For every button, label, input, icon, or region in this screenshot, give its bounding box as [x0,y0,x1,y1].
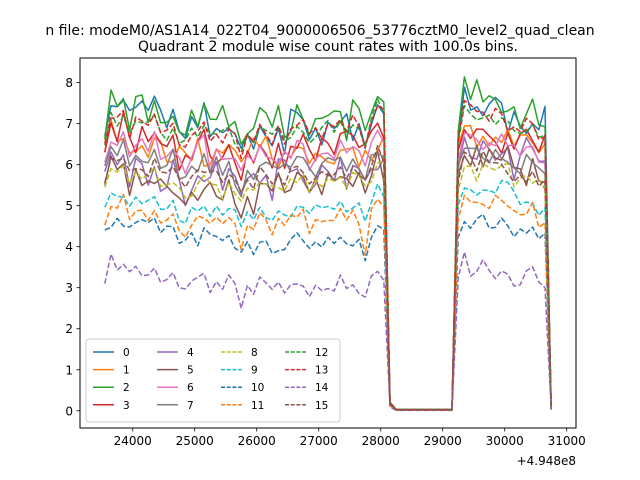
x-tick-label: 31000 [548,434,586,448]
y-tick-label: 5 [65,199,73,213]
x-tick-label: 29000 [424,434,462,448]
x-tick-label: 25000 [176,434,214,448]
series-line-11 [104,193,552,411]
legend-label-12: 12 [315,347,328,359]
series-line-14 [104,251,552,412]
series-line-10 [104,213,552,411]
y-tick-label: 2 [65,322,73,336]
y-tick-label: 4 [65,240,73,254]
legend-label-11: 11 [251,400,264,412]
legend-label-3: 3 [123,400,130,412]
legend-label-15: 15 [315,400,328,412]
series-line-6 [104,129,552,411]
legend-label-14: 14 [315,382,329,394]
chart-title: Quadrant 2 module wise count rates with … [138,39,518,55]
legend-label-2: 2 [123,382,130,394]
series-line-2 [104,76,552,411]
legend-label-0: 0 [123,347,130,359]
legend-label-1: 1 [123,365,130,377]
series-line-13 [104,99,552,411]
x-tick-label: 28000 [362,434,400,448]
legend-box [85,338,341,423]
legend-label-9: 9 [251,365,258,377]
legend-label-8: 8 [251,347,258,359]
series-line-9 [104,179,552,411]
x-tick-label: 27000 [300,434,338,448]
y-tick-label: 8 [65,76,73,90]
series-line-15 [104,145,552,411]
x-offset-text: +4.948e8 [517,454,576,468]
y-tick-label: 1 [65,363,73,377]
x-tick-label: 30000 [486,434,524,448]
x-tick-label: 24000 [114,434,152,448]
figure-suptitle: n file: modeM0/AS1A14_022T04_9000006506_… [45,23,594,39]
legend-label-10: 10 [251,382,264,394]
y-tick-label: 7 [65,117,73,131]
legend-label-13: 13 [315,365,328,377]
legend-label-6: 6 [187,382,194,394]
legend-label-7: 7 [187,400,194,412]
series-line-8 [104,160,552,411]
series-line-12 [104,98,552,411]
legend-label-4: 4 [187,347,194,359]
axis-ticks: 24000 25000 26000 27000 28000 29000 30000 31000… [65,76,585,448]
x-tick-label: 26000 [238,434,276,448]
series-line-3 [104,111,552,411]
y-tick-label: 6 [65,158,73,172]
plot-area [104,76,552,412]
axes-frame [79,57,577,429]
series-line-5 [104,144,552,411]
y-tick-label: 0 [65,404,73,418]
legend-label-5: 5 [187,365,194,377]
y-tick-label: 3 [65,281,73,295]
